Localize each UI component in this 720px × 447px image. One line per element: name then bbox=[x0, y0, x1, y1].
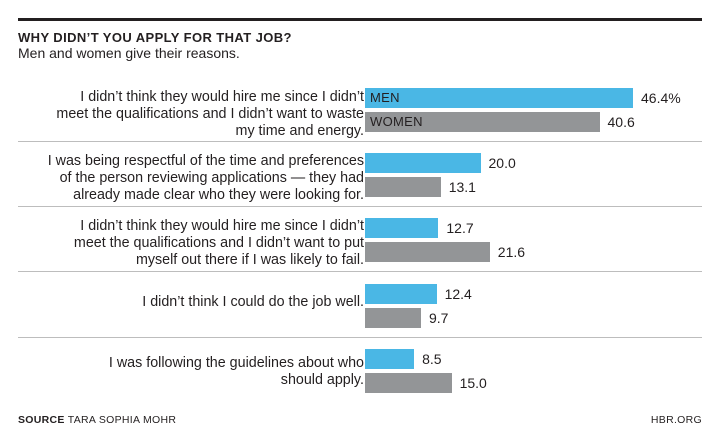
chart-title: WHY DIDN’T YOU APPLY FOR THAT JOB? bbox=[18, 30, 292, 45]
value-label-women: 40.6 bbox=[607, 114, 635, 130]
value-label-men: 12.4 bbox=[444, 286, 472, 302]
value-label-women: 15.0 bbox=[459, 375, 487, 391]
category-label-line: I was following the guidelines about who bbox=[108, 355, 364, 371]
category-label-line: meet the qualifications and I didn’t wan… bbox=[56, 106, 364, 123]
bar-men bbox=[365, 284, 437, 304]
bar-women bbox=[365, 112, 600, 132]
bar-men bbox=[365, 218, 439, 238]
value-label-men: 12.7 bbox=[446, 220, 474, 236]
category-label-line: my time and energy. bbox=[235, 123, 364, 140]
bar-men bbox=[365, 88, 633, 108]
top-rule bbox=[18, 18, 702, 21]
source-text: TARA SOPHIA MOHR bbox=[67, 414, 177, 426]
bar-men bbox=[365, 153, 481, 173]
bar-women bbox=[365, 242, 490, 262]
value-label-men: 46.4% bbox=[641, 90, 681, 106]
category-label: I was following the guidelines about who… bbox=[24, 355, 364, 389]
chart-subtitle: Men and women give their reasons. bbox=[18, 45, 240, 61]
category-label-line: myself out there if I was likely to fail… bbox=[135, 252, 364, 269]
row-divider bbox=[18, 206, 702, 207]
row-divider bbox=[18, 271, 702, 272]
value-label-men: 8.5 bbox=[422, 351, 442, 367]
value-label-women: 21.6 bbox=[497, 244, 526, 260]
category-label-line: I didn’t think they would hire me since … bbox=[80, 218, 364, 234]
category-label-line: already made clear who they were looking… bbox=[73, 187, 364, 204]
row-divider bbox=[18, 141, 702, 142]
legend-women: WOMEN bbox=[370, 114, 423, 129]
category-label-line: I was being respectful of the time and p… bbox=[47, 153, 364, 169]
bar-women bbox=[365, 308, 421, 328]
value-label-women: 13.1 bbox=[448, 179, 476, 195]
category-label-line: should apply. bbox=[280, 372, 364, 389]
category-label: I didn’t think they would hire me since … bbox=[24, 218, 364, 270]
source-note: SOURCE TARA SOPHIA MOHR bbox=[18, 414, 176, 426]
category-label: I was being respectful of the time and p… bbox=[24, 153, 364, 205]
source-label: SOURCE bbox=[18, 414, 65, 426]
bar-women bbox=[365, 373, 452, 393]
category-label-line: I didn’t think I could do the job well. bbox=[142, 294, 364, 310]
legend-men: MEN bbox=[370, 90, 400, 105]
category-label-line: I didn’t think they would hire me since … bbox=[80, 89, 364, 105]
category-label-line: of the person reviewing applications — t… bbox=[59, 170, 364, 187]
bar-women bbox=[365, 177, 441, 197]
brand-label: HBR.ORG bbox=[650, 414, 702, 426]
category-label: I didn’t think they would hire me since … bbox=[24, 89, 364, 141]
value-label-women: 9.7 bbox=[429, 310, 449, 326]
category-label: I didn’t think I could do the job well. bbox=[24, 294, 364, 311]
row-divider bbox=[18, 337, 702, 338]
category-label-line: meet the qualifications and I didn’t wan… bbox=[73, 235, 364, 252]
value-label-men: 20.0 bbox=[488, 155, 516, 171]
bar-men bbox=[365, 349, 415, 369]
